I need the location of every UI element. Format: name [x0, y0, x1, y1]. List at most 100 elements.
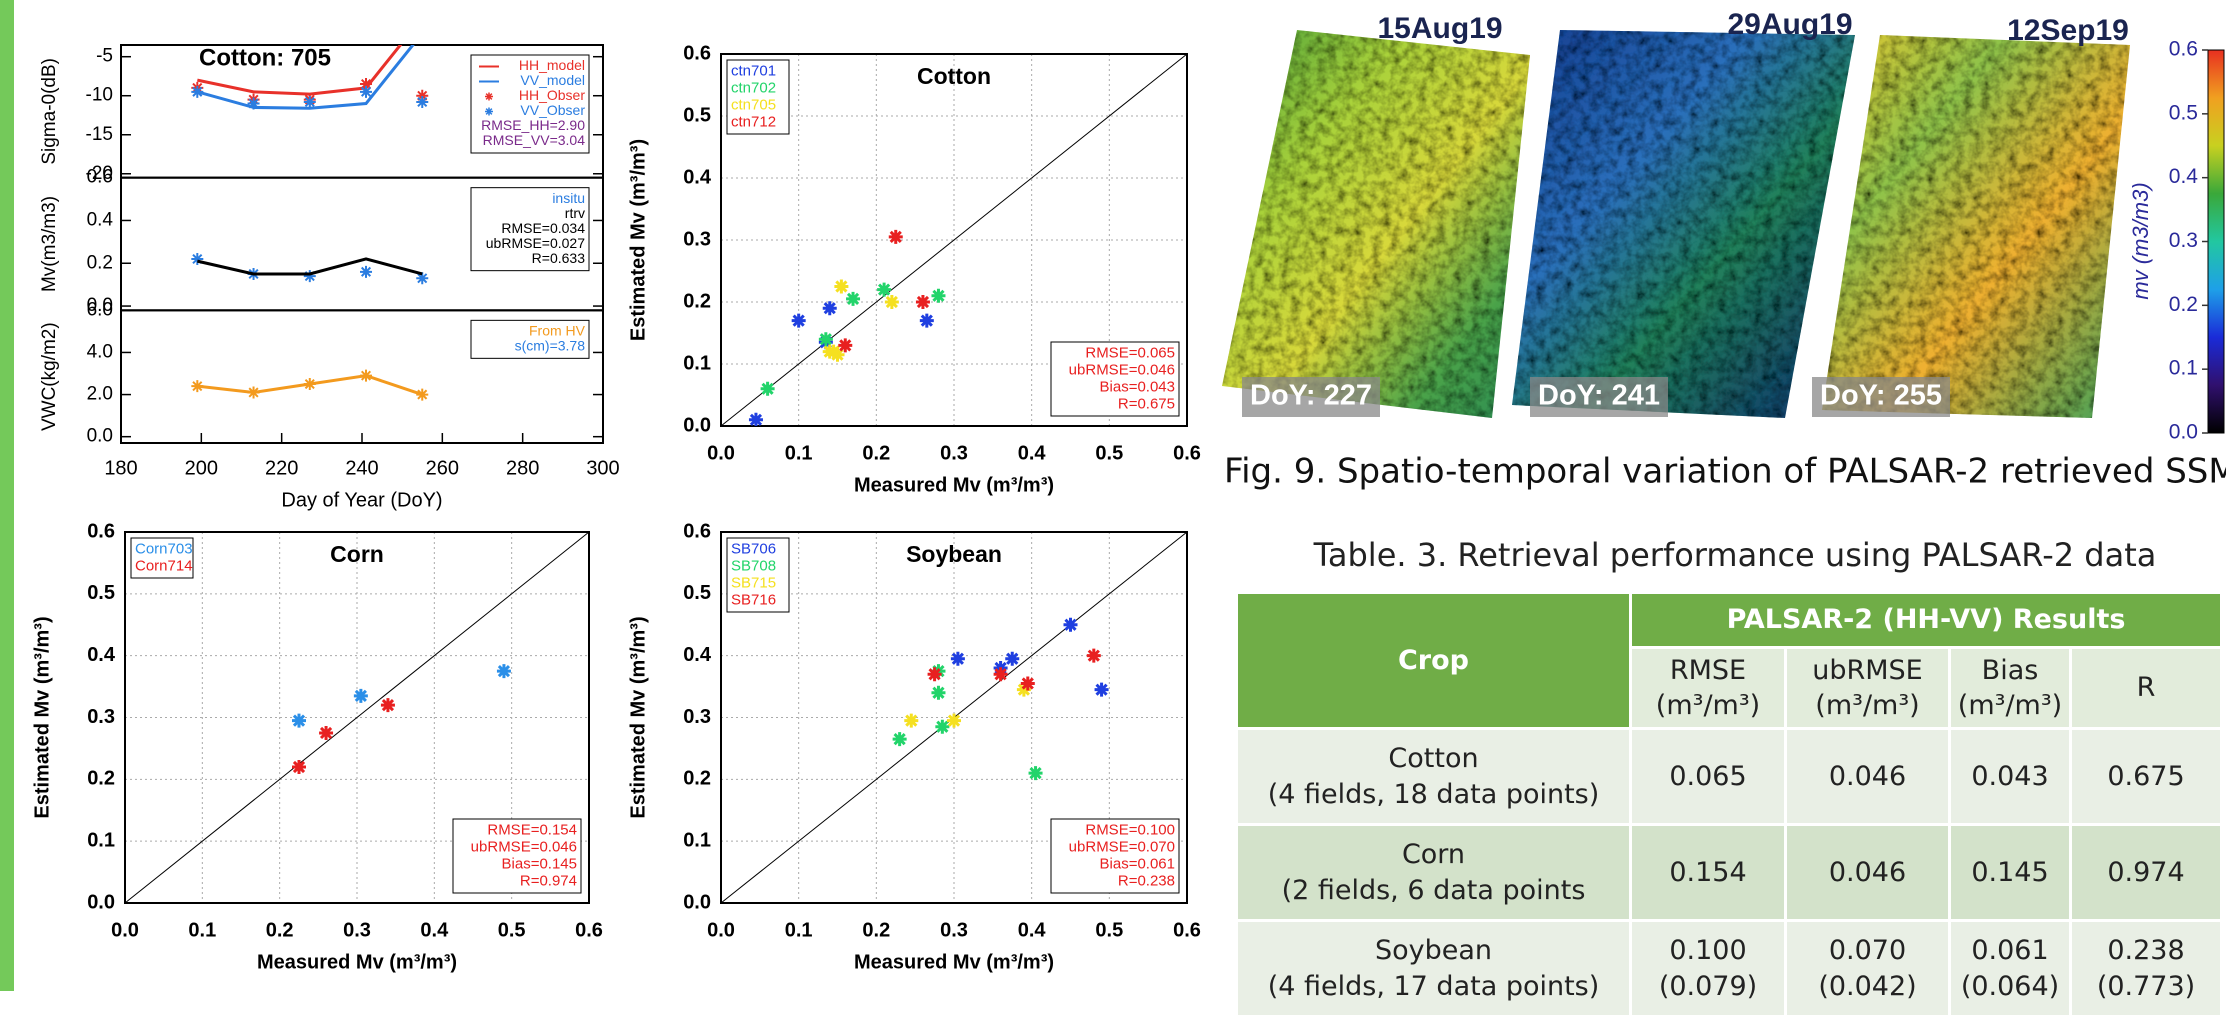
- y-tick-label: 0.0: [87, 426, 113, 447]
- data-point: [904, 713, 919, 728]
- cell-value: 0.061: [1971, 935, 2049, 967]
- data-point: [748, 412, 763, 426]
- data-point: [1063, 617, 1078, 632]
- x-tick-label: 220: [265, 457, 298, 479]
- y-tick-label: 0.2: [87, 768, 115, 790]
- data-point: [927, 667, 942, 682]
- y-axis-label: Estimated Mv (m³/m³): [627, 139, 649, 341]
- legend-label: insitu: [552, 190, 585, 206]
- y-axis-label: Mv(m3/m3): [39, 196, 60, 292]
- y-tick-label: 0.2: [87, 252, 113, 273]
- column-name: Bias: [1981, 654, 2039, 686]
- map-image: [1512, 30, 1855, 418]
- value-cell: 0.065: [1629, 727, 1787, 826]
- column-unit: (m³/m³): [1815, 690, 1920, 721]
- doy-badge: [1530, 377, 1668, 417]
- y-tick-label: 6.0: [87, 299, 113, 320]
- legend-box: [470, 187, 590, 272]
- cell-sub-value: (0.773): [2096, 970, 2196, 1002]
- data-point: [818, 332, 833, 347]
- data-point: [360, 78, 373, 91]
- data-point: [950, 651, 965, 666]
- x-tick-label: 240: [345, 457, 378, 479]
- data-point: [416, 388, 429, 401]
- data-point: [1028, 766, 1043, 781]
- legend-label: HH_model: [519, 57, 585, 73]
- y-tick-label: 0.3: [683, 228, 711, 250]
- data-point: [877, 282, 892, 297]
- x-tick-label: 0.5: [1095, 919, 1123, 941]
- x-tick-label: 0.2: [266, 919, 294, 941]
- map-date: 29Aug19: [1727, 8, 1852, 41]
- x-tick-label: 260: [426, 457, 459, 479]
- y-tick-label: 4.0: [87, 341, 113, 362]
- chart-title: Cotton: [917, 63, 991, 89]
- stats-label: R=0.675: [1118, 395, 1175, 412]
- cell-value: 0.145: [1971, 856, 2049, 888]
- data-point: [303, 270, 316, 283]
- table-row: Cotton (4 fields, 18 data points) 0.065 0.0…: [1235, 727, 2223, 826]
- data-point: [353, 688, 368, 703]
- x-axis-label: Measured Mv (m³/m³): [257, 951, 457, 973]
- crop-cell: Corn (2 fields, 6 data points: [1235, 823, 1632, 922]
- column-name: ubRMSE: [1812, 654, 1923, 686]
- legend-swatch: [485, 107, 493, 116]
- legend-label: HH_Obser: [519, 87, 585, 103]
- legend-label: ctn701: [731, 62, 776, 79]
- colorbar-tick-label: 0.0: [2169, 421, 2198, 444]
- cell-value: 0.154: [1669, 856, 1747, 888]
- x-tick-label: 0.0: [111, 919, 139, 941]
- column-header: Bias (m³/m³): [1948, 646, 2072, 730]
- data-point: [292, 759, 306, 774]
- x-tick-label: 0.4: [1018, 919, 1047, 941]
- cell-value: 0.100: [1669, 935, 1747, 967]
- doy-badge: [1242, 377, 1380, 417]
- map-doy: DoY: 227: [1250, 380, 1372, 412]
- x-tick-label: 0.2: [862, 919, 890, 941]
- column-header: R: [2069, 646, 2223, 730]
- cell-value: 0.043: [1971, 760, 2049, 792]
- chart-title: Soybean: [906, 541, 1002, 567]
- stats-label: RMSE=0.100: [1085, 821, 1175, 838]
- value-cell: 0.974: [2069, 823, 2223, 922]
- colorbar-tick-label: 0.3: [2169, 229, 2198, 252]
- data-point: [791, 313, 806, 328]
- column-name: R: [2136, 672, 2156, 704]
- data-point: [191, 85, 204, 98]
- data-point: [319, 725, 334, 740]
- stats-label: Bias=0.145: [502, 855, 577, 872]
- x-tick-label: 280: [506, 457, 539, 479]
- x-axis-label: Measured Mv (m³/m³): [854, 474, 1054, 496]
- data-point: [1094, 682, 1109, 697]
- legend-note: s(cm)=3.78: [515, 338, 586, 354]
- x-tick-label: 0.3: [940, 442, 968, 464]
- stats-label: R=0.974: [520, 872, 577, 889]
- legend-note: R=0.633: [532, 250, 586, 266]
- x-axis-label: Day of Year (DoY): [281, 489, 442, 511]
- y-tick-label: 0.6: [683, 520, 711, 542]
- crop-detail: (2 fields, 6 data points: [1281, 874, 1586, 906]
- y-axis-label: Sigma-0(dB): [39, 58, 60, 165]
- crop-header: Crop: [1235, 591, 1632, 730]
- legend-note: RMSE=0.034: [501, 220, 585, 236]
- results-table: Crop PALSAR-2 (HH-VV) Results RMSE (m³/m³…: [1235, 591, 2223, 1018]
- map-date: 12Sep19: [2007, 14, 2129, 47]
- data-point: [892, 732, 907, 747]
- y-axis-label: Estimated Mv (m³/m³): [31, 616, 53, 818]
- column-name: RMSE: [1669, 654, 1747, 686]
- crop-detail: (4 fields, 18 data points): [1267, 778, 1600, 810]
- colorbar-label: mv (m3/m3): [2128, 182, 2153, 299]
- y-tick-label: 0.2: [683, 290, 711, 312]
- crop-name: Soybean: [1374, 935, 1493, 967]
- y-tick-label: -20: [86, 163, 113, 184]
- poster: -5 -10 -15 -20 Sigma-0(dB) HH_modelVV_modelHH…: [0, 0, 2226, 991]
- legend-box: [726, 537, 790, 613]
- cell-sub-value: (0.064): [1960, 970, 2060, 1002]
- y-tick-label: 0.2: [683, 768, 711, 790]
- data-point: [292, 713, 306, 728]
- y-tick-label: -15: [86, 124, 113, 145]
- legend-box: [130, 537, 194, 579]
- legend-label: Corn714: [135, 557, 193, 574]
- data-point: [947, 713, 961, 728]
- stats-box: [452, 818, 582, 894]
